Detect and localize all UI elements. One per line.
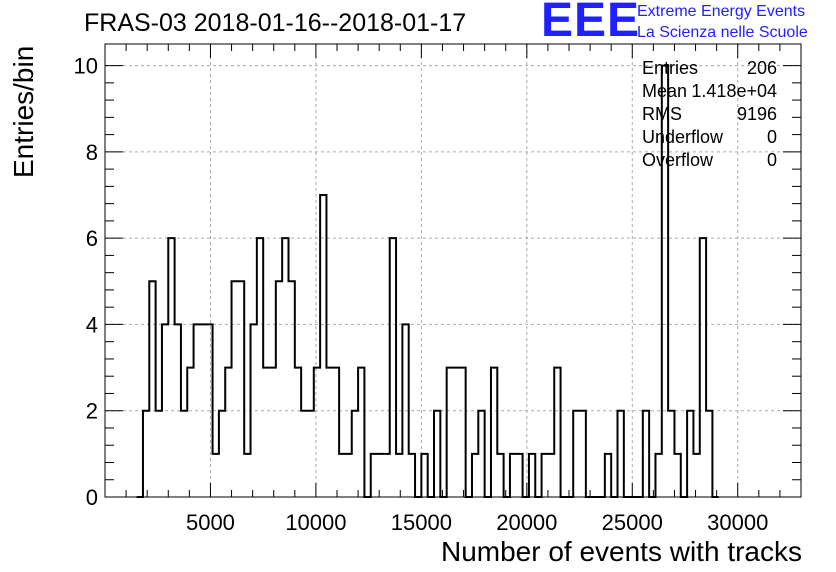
y-tick-label: 6	[86, 226, 98, 251]
stats-row-rms: RMS 9196	[640, 104, 780, 127]
stats-rms-value: 9196	[736, 104, 777, 124]
plot-frame	[104, 43, 802, 498]
stats-entries-value: 206	[746, 58, 777, 78]
stats-overflow-label: Overflow	[642, 150, 714, 170]
stats-entries-label: Entries	[642, 58, 699, 78]
x-tick-label: 15000	[391, 510, 452, 535]
logo-caption-line2: La Scienza nelle Scuole	[637, 24, 808, 41]
stats-overflow-value: 0	[766, 150, 777, 170]
x-tick-label: 10000	[285, 510, 346, 535]
stats-rms-label: RMS	[642, 104, 682, 124]
y-tick-label: 4	[86, 312, 98, 337]
stats-underflow-label: Underflow	[642, 127, 724, 147]
axis-ticks	[104, 44, 802, 498]
frame-rect	[104, 43, 802, 498]
stats-box: Entries 206 Mean 1.418e+04 RMS 9196 Unde…	[640, 58, 780, 173]
stats-mean-value: 1.418e+04	[691, 81, 777, 101]
x-tick-label: 30000	[707, 510, 768, 535]
x-axis-label: Number of events with tracks	[440, 536, 802, 567]
stats-row-underflow: Underflow 0	[640, 127, 780, 150]
y-tick-label: 0	[86, 485, 98, 510]
stats-row-mean: Mean 1.418e+04	[640, 81, 780, 104]
x-tick-label: 5000	[186, 510, 235, 535]
x-tick-label: 25000	[602, 510, 663, 535]
axis-tick-labels: 5000 10000 15000 20000 25000 30000 0 2 4 6 8 10	[74, 54, 769, 535]
logo-caption-line1: Extreme Energy Events	[637, 3, 806, 20]
stats-row-overflow: Overflow 0	[640, 150, 780, 173]
histogram-outline	[136, 64, 719, 498]
stats-row-entries: Entries 206	[640, 58, 780, 81]
y-tick-label: 2	[86, 399, 98, 424]
stats-mean-label: Mean	[642, 81, 688, 101]
y-axis-label: Entries/bin	[8, 45, 39, 178]
stats-underflow-value: 0	[766, 127, 777, 147]
y-tick-label: 8	[86, 140, 98, 165]
chart-title: FRAS-03 2018-01-16--2018-01-17	[84, 9, 467, 37]
x-tick-label: 20000	[496, 510, 557, 535]
eee-logo: EEE	[541, 0, 641, 47]
y-tick-label: 10	[74, 54, 98, 79]
